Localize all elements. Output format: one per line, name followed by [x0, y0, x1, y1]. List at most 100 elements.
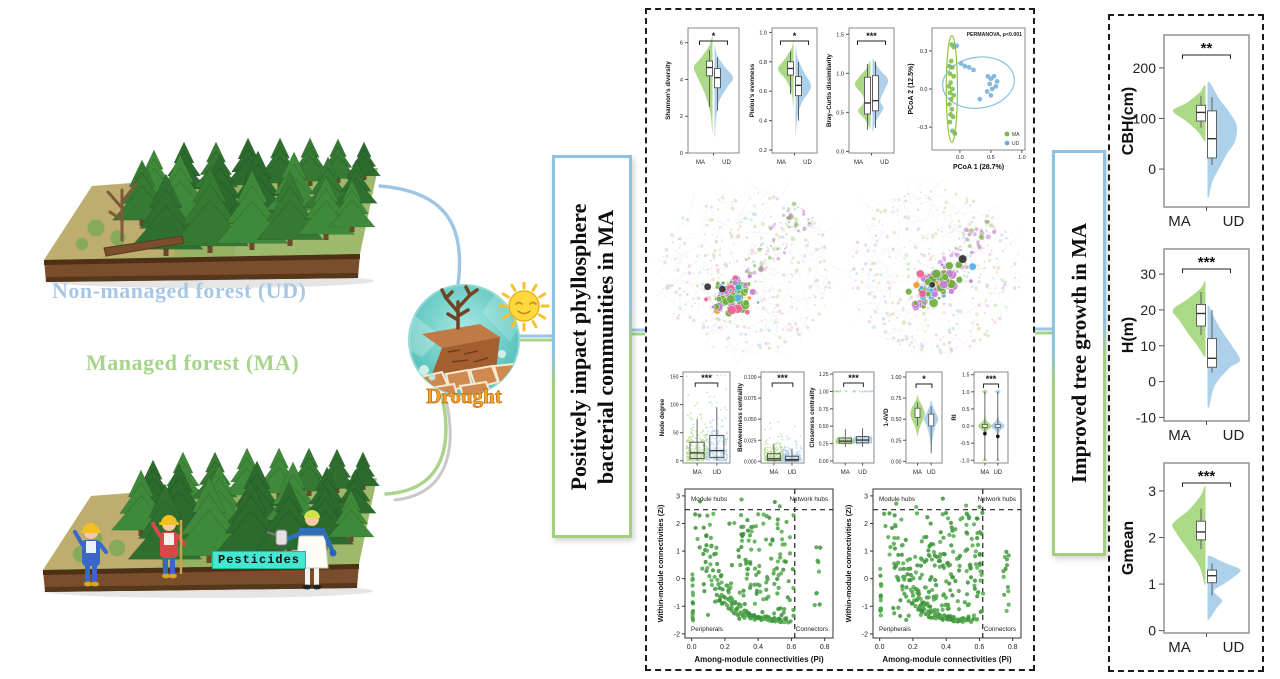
- forest-worker: [151, 515, 186, 579]
- svg-text:-1.0: -1.0: [960, 458, 969, 464]
- svg-text:4: 4: [680, 77, 683, 83]
- svg-text:0.100: 0.100: [744, 375, 757, 381]
- svg-text:-1: -1: [862, 604, 868, 611]
- svg-text:0.5: 0.5: [987, 155, 995, 161]
- svg-text:0.6: 0.6: [975, 644, 985, 651]
- shannon-diversity-chart: 0 2 4 6 Shannon's diversity MA UD *: [663, 22, 743, 168]
- svg-text:***: ***: [777, 373, 788, 383]
- svg-text:-2: -2: [862, 631, 868, 638]
- svg-text:6: 6: [680, 41, 683, 47]
- svg-text:50: 50: [673, 431, 679, 437]
- svg-text:*: *: [793, 31, 797, 41]
- pesticides-tag: Pesticides: [212, 551, 307, 569]
- tree-growth-panel: 0 100 200 CBH(cm) MA UD ** -10 0 10 20 30 H(m) MA UD *…: [1108, 14, 1264, 672]
- svg-text:2: 2: [864, 521, 868, 528]
- svg-text:Gmean: Gmean: [1120, 521, 1137, 575]
- svg-text:1: 1: [864, 549, 868, 556]
- svg-text:0: 0: [1148, 161, 1156, 177]
- svg-text:MA: MA: [696, 160, 705, 166]
- microbiome-results-panel: 0 2 4 6 Shannon's diversity MA UD * 0.2 0.4 0.6 0.…: [645, 8, 1035, 671]
- svg-text:1.0: 1.0: [759, 30, 767, 36]
- svg-text:0: 0: [1148, 374, 1156, 390]
- svg-text:Betweenness centrality: Betweenness centrality: [737, 383, 744, 452]
- svg-text:***: ***: [1198, 468, 1216, 485]
- svg-text:-2: -2: [674, 631, 680, 638]
- svg-text:0: 0: [676, 576, 680, 583]
- svg-text:0.000: 0.000: [744, 459, 757, 465]
- svg-text:0.3: 0.3: [920, 49, 928, 55]
- svg-text:MA: MA: [1168, 213, 1191, 230]
- svg-text:MA: MA: [693, 470, 702, 476]
- svg-text:100: 100: [1133, 110, 1157, 126]
- svg-text:Shannon's diversity: Shannon's diversity: [665, 61, 672, 120]
- svg-text:2: 2: [680, 114, 683, 120]
- avd-stability-chart: 0.00 0.25 0.50 0.75 1.00 1-AVD MA UD *: [881, 366, 945, 478]
- svg-text:Among-module connectivities (P: Among-module connectivities (Pi): [882, 655, 1012, 664]
- cooccurrence-network-ud: [841, 178, 1029, 364]
- pcoa-ordination-chart: 0.0 0.5 1.0 -0.3 0.0 0.3 PCoA 1 (28.7%) PCoA 2 …: [905, 22, 1029, 172]
- gmean-chart: 0 1 2 3 Gmean MA UD ***: [1120, 456, 1256, 660]
- svg-text:0.4: 0.4: [753, 644, 763, 651]
- svg-text:0: 0: [1148, 623, 1156, 639]
- drought-illustration: [402, 280, 554, 414]
- svg-text:***: ***: [1198, 254, 1216, 271]
- svg-text:UD: UD: [722, 160, 731, 166]
- svg-text:0.50: 0.50: [819, 424, 829, 430]
- svg-text:UD: UD: [1223, 427, 1245, 444]
- svg-text:Network hubs: Network hubs: [790, 496, 829, 503]
- svg-text:Bray–Curtis dissimilarity: Bray–Curtis dissimilarity: [826, 53, 833, 126]
- svg-text:0.025: 0.025: [744, 438, 757, 444]
- banner-line-1: Positively impact phyllosphere: [566, 203, 591, 490]
- forest-worker: [73, 523, 108, 587]
- svg-text:*: *: [922, 374, 926, 384]
- svg-text:3: 3: [864, 493, 868, 500]
- cooccurrence-network-ma: [653, 178, 841, 364]
- banner-phyllosphere-impact: Positively impact phyllosphere bacterial…: [552, 155, 632, 538]
- svg-text:0.2: 0.2: [759, 148, 767, 154]
- svg-text:***: ***: [848, 373, 859, 383]
- svg-text:0.00: 0.00: [891, 459, 902, 465]
- banner-tree-growth: Improved tree growth in MA: [1052, 150, 1106, 556]
- sun-icon: [498, 280, 550, 332]
- svg-text:UD: UD: [927, 470, 936, 476]
- non-managed-forest-label: Non-managed forest (UD): [52, 278, 307, 303]
- svg-text:1.0: 1.0: [1018, 155, 1026, 161]
- bray-curtis-chart: 0.0 0.5 1.0 1.5 Bray–Curtis dissimilarity MA U…: [824, 22, 898, 168]
- fallen-log: [103, 235, 185, 257]
- svg-text:-0.5: -0.5: [960, 441, 969, 447]
- svg-text:2: 2: [676, 521, 680, 528]
- svg-text:-1: -1: [674, 604, 680, 611]
- svg-text:UD: UD: [1223, 213, 1245, 230]
- svg-text:***: ***: [986, 374, 997, 384]
- cbh-chart: 0 100 200 CBH(cm) MA UD **: [1120, 28, 1256, 234]
- svg-text:0.075: 0.075: [744, 396, 757, 402]
- svg-text:0.4: 0.4: [759, 119, 767, 125]
- svg-text:0.25: 0.25: [819, 442, 829, 448]
- svg-text:**: **: [1201, 40, 1213, 57]
- svg-text:0.8: 0.8: [820, 644, 830, 651]
- svg-text:Closeness centrality: Closeness centrality: [809, 387, 816, 448]
- svg-text:2: 2: [1148, 530, 1156, 546]
- svg-text:1-AVD: 1-AVD: [883, 408, 890, 427]
- svg-text:0.0: 0.0: [956, 155, 964, 161]
- svg-text:0.050: 0.050: [744, 417, 757, 423]
- svg-text:-0.3: -0.3: [918, 125, 927, 131]
- svg-text:UD: UD: [803, 160, 812, 166]
- svg-text:20: 20: [1140, 302, 1156, 318]
- svg-text:0.2: 0.2: [908, 644, 918, 651]
- svg-text:MA: MA: [913, 470, 922, 476]
- svg-text:MA: MA: [1168, 639, 1191, 656]
- svg-text:0.75: 0.75: [819, 407, 829, 413]
- zipi-plot-ma: 0.0 0.2 0.4 0.6 0.8 -2 -1 0 1 2 3 Among-module conn…: [655, 482, 839, 666]
- svg-text:0.8: 0.8: [1008, 644, 1018, 651]
- svg-text:1.5: 1.5: [962, 373, 970, 379]
- svg-text:0.0: 0.0: [920, 87, 928, 93]
- svg-text:MA: MA: [1012, 132, 1020, 138]
- pielou-evenness-chart: 0.2 0.4 0.6 0.8 1.0 Pielou's evenness MA UD *: [747, 22, 821, 168]
- svg-text:1.00: 1.00: [819, 389, 829, 395]
- node-degree-chart: 0 50 100 150 Node degree MA UD ***: [657, 366, 733, 478]
- svg-text:0.0: 0.0: [962, 424, 970, 430]
- svg-text:0.50: 0.50: [891, 417, 902, 423]
